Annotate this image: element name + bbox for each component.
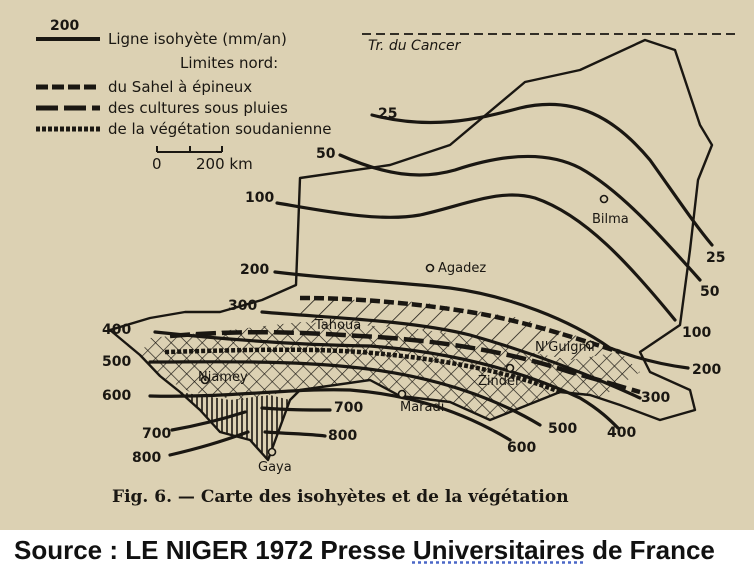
legend-sahel-label: du Sahel à épineux — [108, 78, 253, 96]
tropic-label: Tr. du Cancer — [368, 38, 461, 54]
isohyet-label-200-right: 200 — [692, 362, 722, 378]
source-prefix: Source : LE NIGER 1972 Presse — [14, 535, 413, 565]
zinder-marker — [505, 363, 515, 373]
isohyet-800-line — [263, 430, 327, 438]
isohyet-label-600-top: 600 — [102, 388, 132, 404]
legend-sudanian-label: de la végétation soudanienne — [108, 120, 332, 138]
isohyet-label-25-right: 25 — [706, 250, 726, 266]
crops-limit-line — [169, 329, 641, 395]
isohyet-700-west-line — [170, 410, 247, 432]
isohyet-700-line — [260, 406, 332, 412]
isohyet-label-100-top: 100 — [245, 190, 275, 206]
isohyet-400-line — [153, 330, 620, 430]
isohyet-label-600-right: 600 — [507, 440, 537, 456]
place-gaya: Gaya — [258, 460, 292, 475]
figure-caption: Fig. 6. — Carte des isohyètes et de la v… — [112, 487, 569, 507]
legend-scale-start: 0 — [152, 155, 162, 173]
isohyet-label-50-right: 50 — [700, 284, 720, 300]
source-citation: Source : LE NIGER 1972 Presse Universita… — [14, 535, 715, 566]
place-maradi: Maradi — [400, 400, 445, 415]
isohyet-100-line — [275, 193, 677, 322]
legend-limits-heading: Limites nord: — [180, 54, 279, 72]
isohyet-25-line — [370, 102, 714, 247]
isohyet-800-west-line — [168, 430, 250, 457]
legend-isohyet-label: Ligne isohyète (mm/an) — [108, 30, 287, 48]
isohyet-label-400-right: 400 — [607, 425, 637, 441]
sudanian-limit-line — [164, 347, 561, 395]
isohyet-label-800-west: 800 — [132, 450, 162, 466]
isohyet-label-800-east: 800 — [328, 428, 358, 444]
maradi-marker — [397, 389, 407, 399]
isohyet-label-50-top: 50 — [316, 146, 336, 162]
bilma-marker — [599, 194, 609, 204]
isohyet-label-500-right: 500 — [548, 421, 578, 437]
isohyet-label-300-top: 300 — [228, 298, 258, 314]
source-underlined-word: Universitaires — [412, 535, 585, 565]
isohyet-label-700-west: 700 — [142, 426, 172, 442]
nguigmi-marker — [585, 340, 595, 350]
isohyet-label-500-top: 500 — [102, 354, 132, 370]
place-niamey: Niamey — [198, 370, 248, 385]
isohyet-50-line — [338, 153, 702, 282]
legend-scale-bar — [156, 146, 223, 153]
niger-map-drawing — [36, 33, 735, 462]
place-tahoua: Tahoua — [315, 318, 362, 333]
legend-crops-label: des cultures sous pluies — [108, 99, 288, 117]
legend-isohyet-sample-value: 200 — [50, 18, 80, 34]
legend-scale-end: 200 km — [196, 155, 253, 173]
isohyet-500-line — [148, 360, 542, 427]
agadez-marker — [425, 263, 435, 273]
place-zinder: Zinder — [478, 374, 521, 389]
map-figure: 200 Ligne isohyète (mm/an) Limites nord:… — [0, 0, 754, 530]
isohyet-label-700-east: 700 — [334, 400, 364, 416]
niamey-marker — [200, 375, 210, 385]
isohyet-label-200-top: 200 — [240, 262, 270, 278]
gaya-marker — [267, 447, 277, 457]
isohyet-label-400-top: 400 — [102, 322, 132, 338]
isohyet-200-line — [273, 270, 690, 370]
sahel-zone-hatch — [300, 298, 620, 360]
place-bilma: Bilma — [592, 212, 629, 227]
sahel-limit-line — [299, 295, 621, 355]
isohyet-label-25-top: 25 — [378, 106, 398, 122]
isohyet-label-300-right: 300 — [641, 390, 671, 406]
place-agadez: Agadez — [438, 261, 487, 276]
isohyet-600-line — [148, 388, 512, 442]
place-nguigmi: N'Guigmi — [535, 340, 595, 355]
isohyet-label-100-right: 100 — [682, 325, 712, 341]
source-suffix: de France — [584, 535, 715, 565]
